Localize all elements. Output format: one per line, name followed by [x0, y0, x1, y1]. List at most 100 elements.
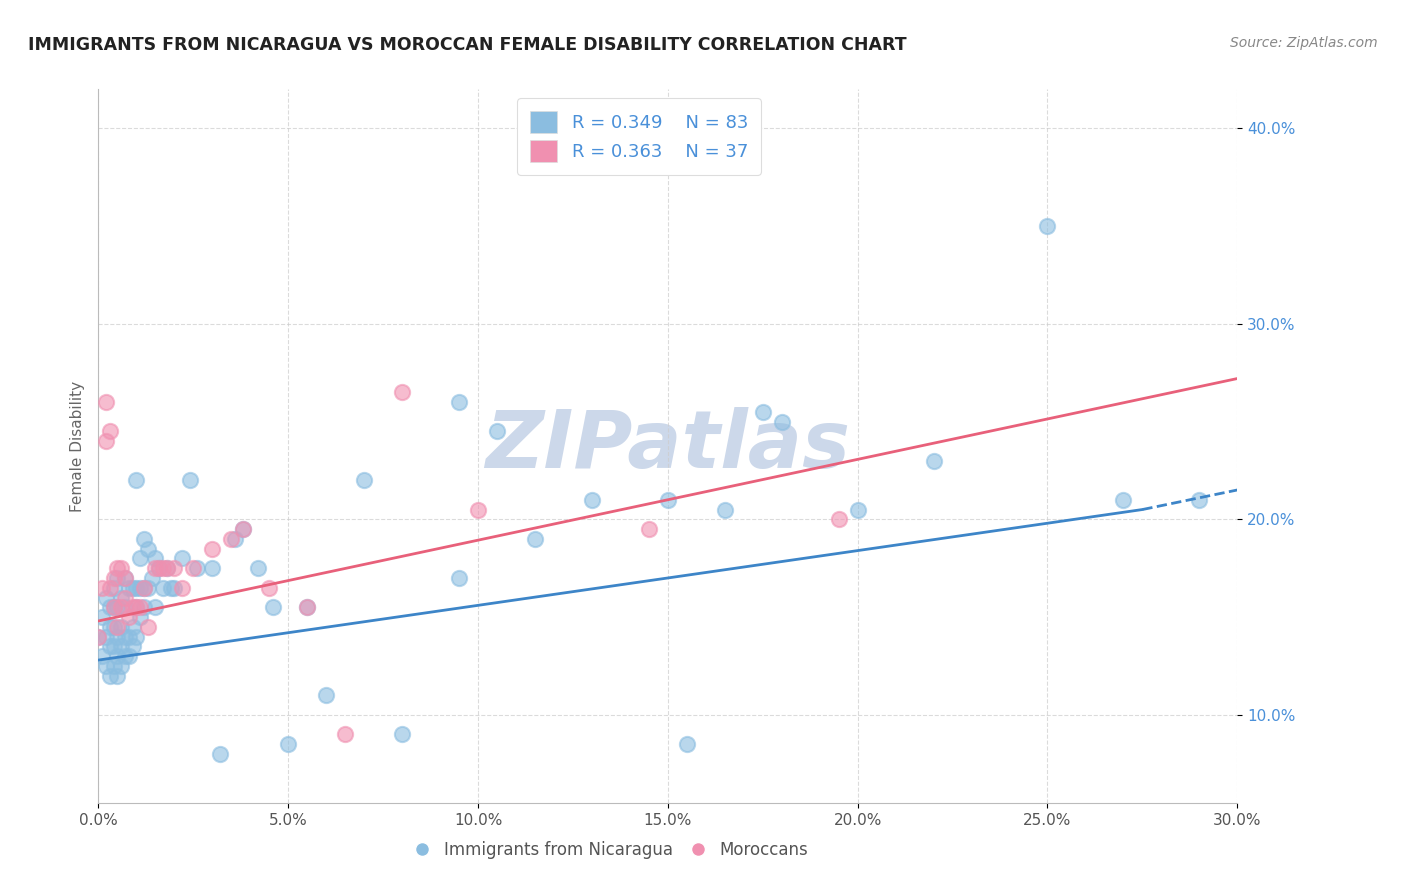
Point	[335, 727, 357, 741]
Point	[486, 425, 509, 439]
Point	[657, 492, 679, 507]
Point	[152, 561, 174, 575]
Point	[107, 600, 129, 615]
Point	[201, 561, 224, 575]
Point	[94, 591, 117, 605]
Point	[145, 551, 167, 566]
Point	[170, 581, 193, 595]
Point	[1188, 492, 1211, 507]
Point	[121, 620, 143, 634]
Point	[107, 620, 129, 634]
Point	[103, 571, 125, 585]
Point	[136, 541, 159, 556]
Point	[125, 473, 148, 487]
Legend: Immigrants from Nicaragua, Moroccans: Immigrants from Nicaragua, Moroccans	[406, 835, 815, 866]
Point	[110, 640, 132, 654]
Point	[107, 630, 129, 644]
Point	[156, 561, 179, 575]
Point	[132, 532, 155, 546]
Point	[183, 561, 205, 575]
Point	[98, 640, 121, 654]
Point	[110, 620, 132, 634]
Point	[524, 532, 547, 546]
Point	[103, 659, 125, 673]
Point	[98, 620, 121, 634]
Point	[208, 747, 231, 761]
Point	[170, 551, 193, 566]
Point	[232, 522, 254, 536]
Point	[132, 581, 155, 595]
Point	[94, 434, 117, 449]
Point	[114, 600, 136, 615]
Text: ZIPatlas: ZIPatlas	[485, 407, 851, 485]
Point	[114, 571, 136, 585]
Point	[91, 610, 114, 624]
Point	[152, 581, 174, 595]
Point	[87, 630, 110, 644]
Point	[87, 630, 110, 644]
Point	[156, 561, 179, 575]
Point	[159, 581, 181, 595]
Point	[121, 640, 143, 654]
Point	[114, 571, 136, 585]
Point	[315, 688, 337, 702]
Point	[391, 385, 413, 400]
Point	[391, 727, 413, 741]
Point	[91, 581, 114, 595]
Point	[136, 620, 159, 634]
Point	[846, 502, 869, 516]
Y-axis label: Female Disability: Female Disability	[69, 380, 84, 512]
Point	[676, 737, 699, 751]
Point	[125, 630, 148, 644]
Point	[129, 551, 152, 566]
Point	[136, 581, 159, 595]
Point	[98, 581, 121, 595]
Point	[94, 659, 117, 673]
Point	[1112, 492, 1135, 507]
Point	[91, 649, 114, 664]
Point	[224, 532, 246, 546]
Point	[638, 522, 661, 536]
Point	[114, 630, 136, 644]
Point	[581, 492, 603, 507]
Point	[107, 669, 129, 683]
Point	[94, 630, 117, 644]
Point	[148, 561, 170, 575]
Point	[121, 581, 143, 595]
Point	[297, 600, 319, 615]
Point	[98, 425, 121, 439]
Point	[110, 600, 132, 615]
Point	[118, 610, 141, 624]
Point	[221, 532, 243, 546]
Point	[125, 600, 148, 615]
Point	[132, 581, 155, 595]
Point	[107, 561, 129, 575]
Point	[449, 395, 471, 409]
Point	[118, 581, 141, 595]
Point	[114, 591, 136, 605]
Point	[103, 581, 125, 595]
Point	[232, 522, 254, 536]
Point	[118, 630, 141, 644]
Point	[186, 561, 208, 575]
Point	[129, 581, 152, 595]
Point	[828, 512, 851, 526]
Point	[297, 600, 319, 615]
Point	[752, 405, 775, 419]
Point	[125, 581, 148, 595]
Point	[922, 453, 945, 467]
Point	[118, 649, 141, 664]
Point	[129, 610, 152, 624]
Point	[129, 600, 152, 615]
Point	[467, 502, 489, 516]
Point	[103, 600, 125, 615]
Point	[103, 640, 125, 654]
Point	[107, 649, 129, 664]
Point	[145, 561, 167, 575]
Point	[98, 600, 121, 615]
Point	[103, 600, 125, 615]
Point	[714, 502, 737, 516]
Point	[449, 571, 471, 585]
Point	[121, 600, 143, 615]
Point	[1036, 219, 1059, 233]
